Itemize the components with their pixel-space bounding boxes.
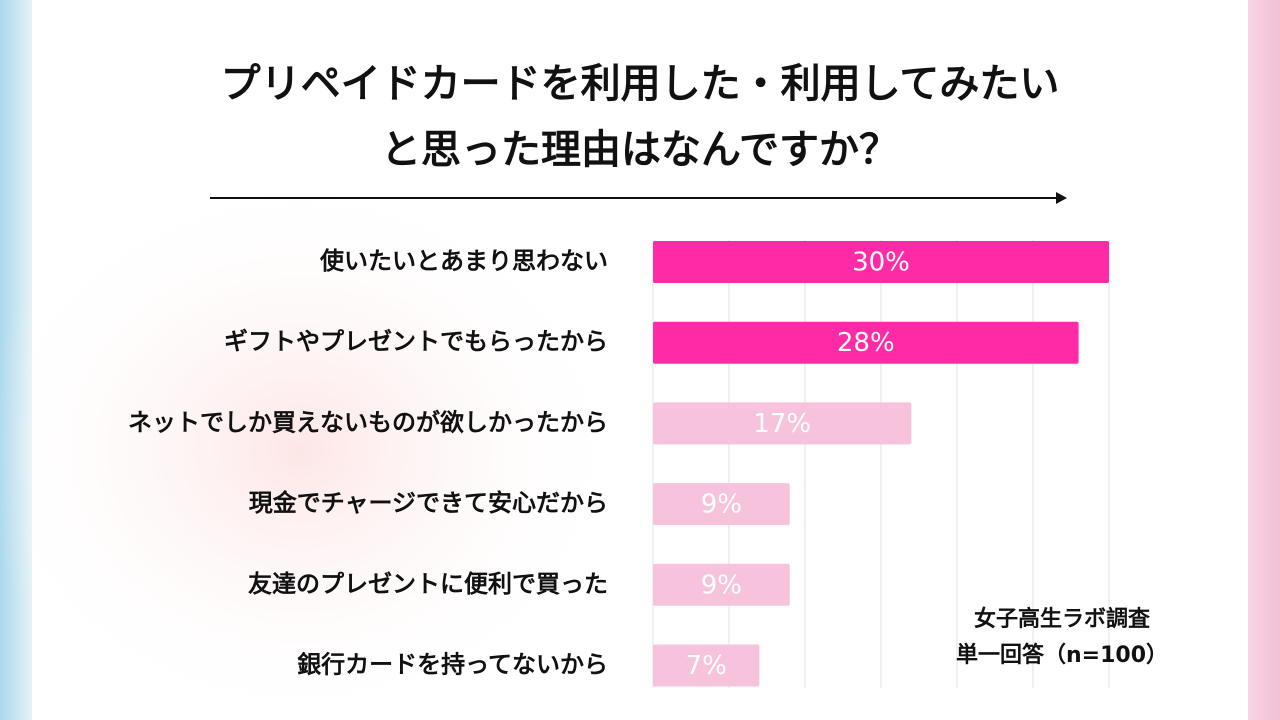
value-label: 30% (852, 248, 910, 278)
value-label: 28% (837, 328, 895, 358)
bars: 使いたいとあまり思わない 30% ギフトやプレゼントでもらったから 28% ネットでしか… (128, 241, 1109, 687)
bar (653, 563, 790, 606)
grid (652, 240, 1110, 688)
value-label: 7% (686, 651, 727, 681)
category-label: 友達のプレゼントに便利で買った (248, 570, 608, 598)
category-label: 現金でチャージできて安心だから (249, 489, 608, 517)
arrow-head (1056, 192, 1067, 204)
category-label: 使いたいとあまり思わない (319, 247, 608, 275)
chart-title: プリペイドカードを利用した・利用してみたい (221, 61, 1060, 107)
bar (653, 241, 1109, 283)
value-label: 9% (701, 490, 742, 520)
bar (653, 321, 1079, 364)
source-note: 女子高生ラボ調査 (974, 606, 1151, 632)
category-label: ネットでしか買えないものが欲しかったから (128, 408, 608, 436)
background-glow (0, 170, 630, 720)
bar (653, 402, 912, 445)
bar (653, 483, 790, 526)
value-label: 9% (701, 570, 742, 600)
category-label: 銀行カードを持ってないから (297, 651, 608, 679)
chart-title: と思った理由はなんですか？ (381, 127, 899, 173)
source-note: 単一回答（n=100） (956, 642, 1168, 668)
bar (653, 644, 760, 687)
value-label: 17% (753, 409, 811, 439)
category-label: ギフトやプレゼントでもらったから (224, 328, 608, 356)
